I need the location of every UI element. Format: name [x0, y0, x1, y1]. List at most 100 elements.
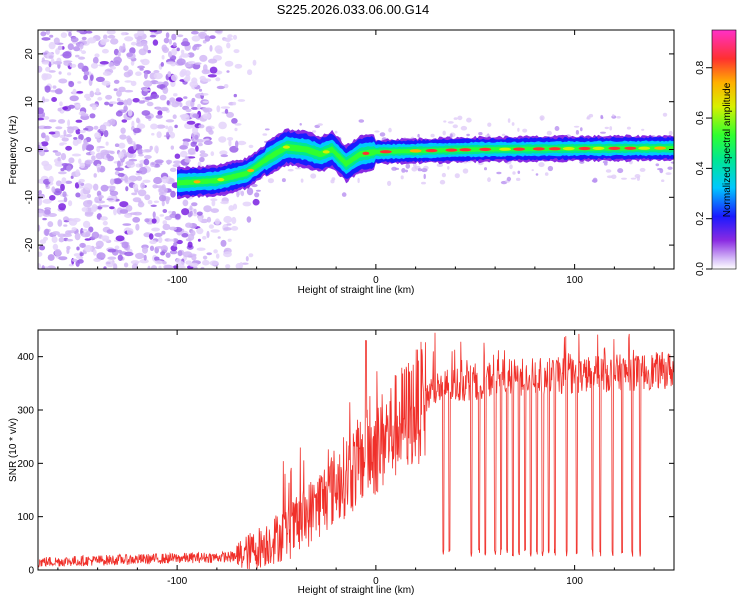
spectrogram-noise-blob	[198, 124, 205, 129]
spectrogram-noise-blob	[641, 128, 645, 131]
spectrogram-noise-blob	[155, 81, 165, 85]
spectrogram-noise-blob	[43, 236, 48, 241]
spectrogram-noise-blob	[197, 216, 203, 222]
spectrogram-noise-blob	[125, 205, 133, 212]
spectrogram-noise-blob	[173, 93, 178, 97]
spectrogram-noise-blob	[73, 137, 78, 140]
spectrogram-noise-blob	[76, 138, 82, 144]
spectrogram-noise-blob	[604, 126, 609, 130]
spectrogram-noise-blob	[183, 96, 188, 99]
spectrogram-noise-blob	[216, 105, 221, 113]
spectrogram-noise-blob	[84, 159, 93, 165]
spectrogram-noise-blob	[115, 110, 123, 117]
spectrogram-noise-blob	[193, 212, 198, 217]
spectrogram-noise-blob	[57, 119, 66, 124]
spectrogram-noise-blob	[281, 178, 286, 183]
spectrogram-noise-blob	[85, 97, 92, 101]
spectrogram-noise-blob	[166, 61, 176, 65]
spectrogram-noise-blob	[41, 52, 48, 55]
spectrogram-noise-blob	[165, 32, 170, 39]
spectrogram-noise-blob	[190, 230, 196, 237]
spectrogram-noise-blob	[95, 76, 105, 82]
spectrogram-noise-blob	[621, 177, 627, 180]
spectrogram-noise-blob	[53, 61, 63, 65]
spectrogram-noise-blob	[487, 177, 491, 183]
spectrogram-noise-blob	[157, 110, 163, 116]
spectrogram-noise-blob	[80, 189, 84, 197]
spectrogram-noise-blob	[47, 221, 54, 228]
spectrogram-noise-blob	[57, 107, 62, 112]
spectrogram-noise-blob	[225, 264, 231, 269]
spectrogram-peak	[608, 146, 621, 150]
spectrogram-noise-blob	[106, 198, 114, 201]
spectrogram-noise-blob	[185, 222, 193, 228]
spectrogram-noise-blob	[231, 216, 237, 225]
spectrogram-noise-blob	[117, 97, 121, 102]
spectrogram-noise-blob	[171, 33, 177, 41]
spectrogram-noise-blob	[400, 175, 404, 180]
spectrogram-noise-blob	[189, 205, 193, 211]
spectrogram-noise-blob	[91, 155, 96, 161]
spectrogram-noise-blob	[131, 120, 135, 128]
spectrogram-noise-blob	[436, 163, 444, 167]
spectrogram-noise-blob	[535, 173, 539, 176]
spectrogram-noise-blob	[547, 165, 554, 172]
spectrogram-noise-blob	[220, 239, 227, 247]
spectrogram-noise-blob	[124, 251, 134, 257]
colorbar-tick-label: 0.4	[695, 161, 706, 175]
spectrogram-noise-blob	[38, 213, 43, 217]
spectrogram-noise-blob	[159, 214, 165, 217]
spectrogram-noise-blob	[180, 49, 185, 55]
spectrogram-noise-blob	[171, 211, 176, 216]
spectrogram-noise-blob	[227, 238, 232, 242]
spectrogram-noise-blob	[233, 93, 237, 98]
spectrogram-noise-blob	[63, 224, 68, 227]
spectrogram-noise-blob	[164, 265, 174, 269]
spectrogram-noise-blob	[223, 38, 227, 42]
spectrogram-noise-blob	[74, 232, 81, 241]
spectrogram-noise-blob	[110, 38, 119, 45]
spectrogram-noise-blob	[239, 262, 244, 269]
spectrogram-noise-blob	[62, 51, 72, 59]
spectrogram-noise-blob	[150, 204, 157, 207]
spectrogram-noise-blob	[143, 254, 147, 261]
spectrogram-noise-blob	[198, 88, 203, 92]
spectrogram-noise-blob	[137, 148, 144, 155]
spectrogram-noise-blob	[70, 37, 79, 43]
spectrogram-noise-blob	[100, 216, 108, 221]
spectrogram-noise-blob	[92, 249, 97, 256]
spectrogram-noise-blob	[58, 203, 66, 211]
spectrogram-noise-blob	[496, 171, 502, 175]
spectrogram-noise-blob	[228, 205, 235, 212]
spectrogram-y-tick-label: -10	[24, 190, 35, 205]
spectrogram-noise-blob	[78, 56, 86, 60]
spectrogram-noise-blob	[83, 139, 88, 146]
spectrogram-noise-blob	[141, 150, 146, 153]
spectrogram-noise-blob	[160, 62, 164, 67]
spectrogram-noise-blob	[144, 194, 151, 201]
spectrogram-noise-blob	[77, 62, 84, 69]
spectrogram-noise-blob	[169, 97, 176, 103]
spectrogram-noise-blob	[144, 71, 148, 80]
spectrogram-x-tick-label: -100	[167, 275, 187, 286]
spectrogram-noise-blob	[166, 100, 170, 106]
snr-frame	[37, 329, 675, 571]
spectrogram-noise-blob	[114, 167, 124, 171]
spectrogram-noise-blob	[107, 34, 116, 39]
spectrogram-noise-blob	[224, 60, 234, 67]
spectrogram-noise-blob	[152, 211, 156, 219]
spectrogram-noise-blob	[600, 116, 604, 120]
spectrogram-noise-blob	[68, 218, 78, 226]
spectrogram-noise-blob	[299, 123, 302, 126]
spectrogram-noise-blob	[161, 176, 169, 184]
spectrogram-noise-blob	[195, 145, 199, 152]
spectrogram-noise-blob	[185, 238, 192, 242]
spectrogram-noise-blob	[109, 186, 116, 191]
spectrogram-noise-blob	[67, 72, 72, 76]
spectrogram-noise-blob	[609, 126, 613, 131]
spectrogram-noise-blob	[387, 180, 392, 186]
spectrogram-noise-blob	[150, 161, 156, 167]
spectrogram-noise-blob	[79, 252, 84, 257]
spectrogram-noise-blob	[209, 260, 219, 266]
spectrogram-noise-blob	[117, 52, 121, 57]
